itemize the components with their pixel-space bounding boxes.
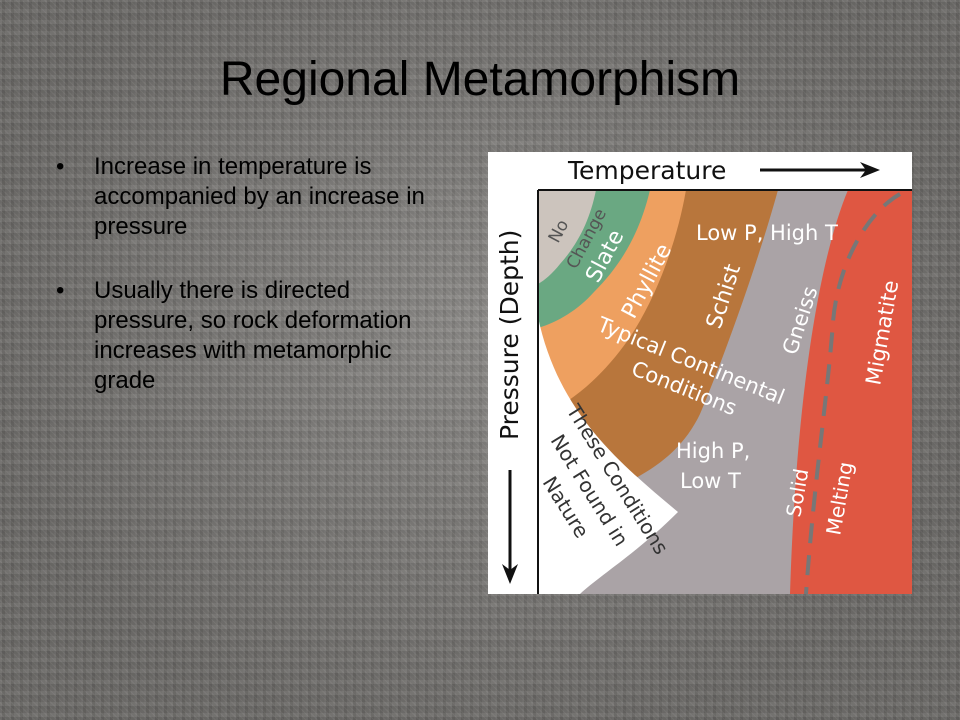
bullet-marker: • [56,153,65,180]
metamorphic-grade-diagram: Temperature Pressure (Depth) No Change S… [488,152,912,594]
pressure-arrowhead-icon [502,564,518,584]
not-found-in-nature-zone [538,317,678,594]
diagram-svg: Temperature Pressure (Depth) No Change S… [488,152,912,594]
solidus-dashed-line [804,192,901,594]
high-p-low-t-label: High P, [676,439,750,463]
bullet-text: Usually there is directed pressure, so r… [94,277,412,394]
pressure-axis-label: Pressure (Depth) [495,230,524,440]
temperature-axis-label: Temperature [567,156,726,185]
bullet-list: • Increase in temperature is accompanied… [56,152,446,430]
bullet-item: • Increase in temperature is accompanied… [56,152,446,242]
high-p-low-t-label: Low T [680,469,741,493]
bullet-marker: • [56,277,65,304]
no-change-zone [538,190,596,284]
temperature-arrowhead-icon [860,162,880,178]
migmatite-zone [790,190,912,594]
slide-title: Regional Metamorphism [219,53,741,106]
bullet-item: • Usually there is directed pressure, so… [56,276,446,396]
low-p-high-t-label: Low P, High T [696,221,838,245]
bullet-text: Increase in temperature is accompanied b… [94,153,425,240]
